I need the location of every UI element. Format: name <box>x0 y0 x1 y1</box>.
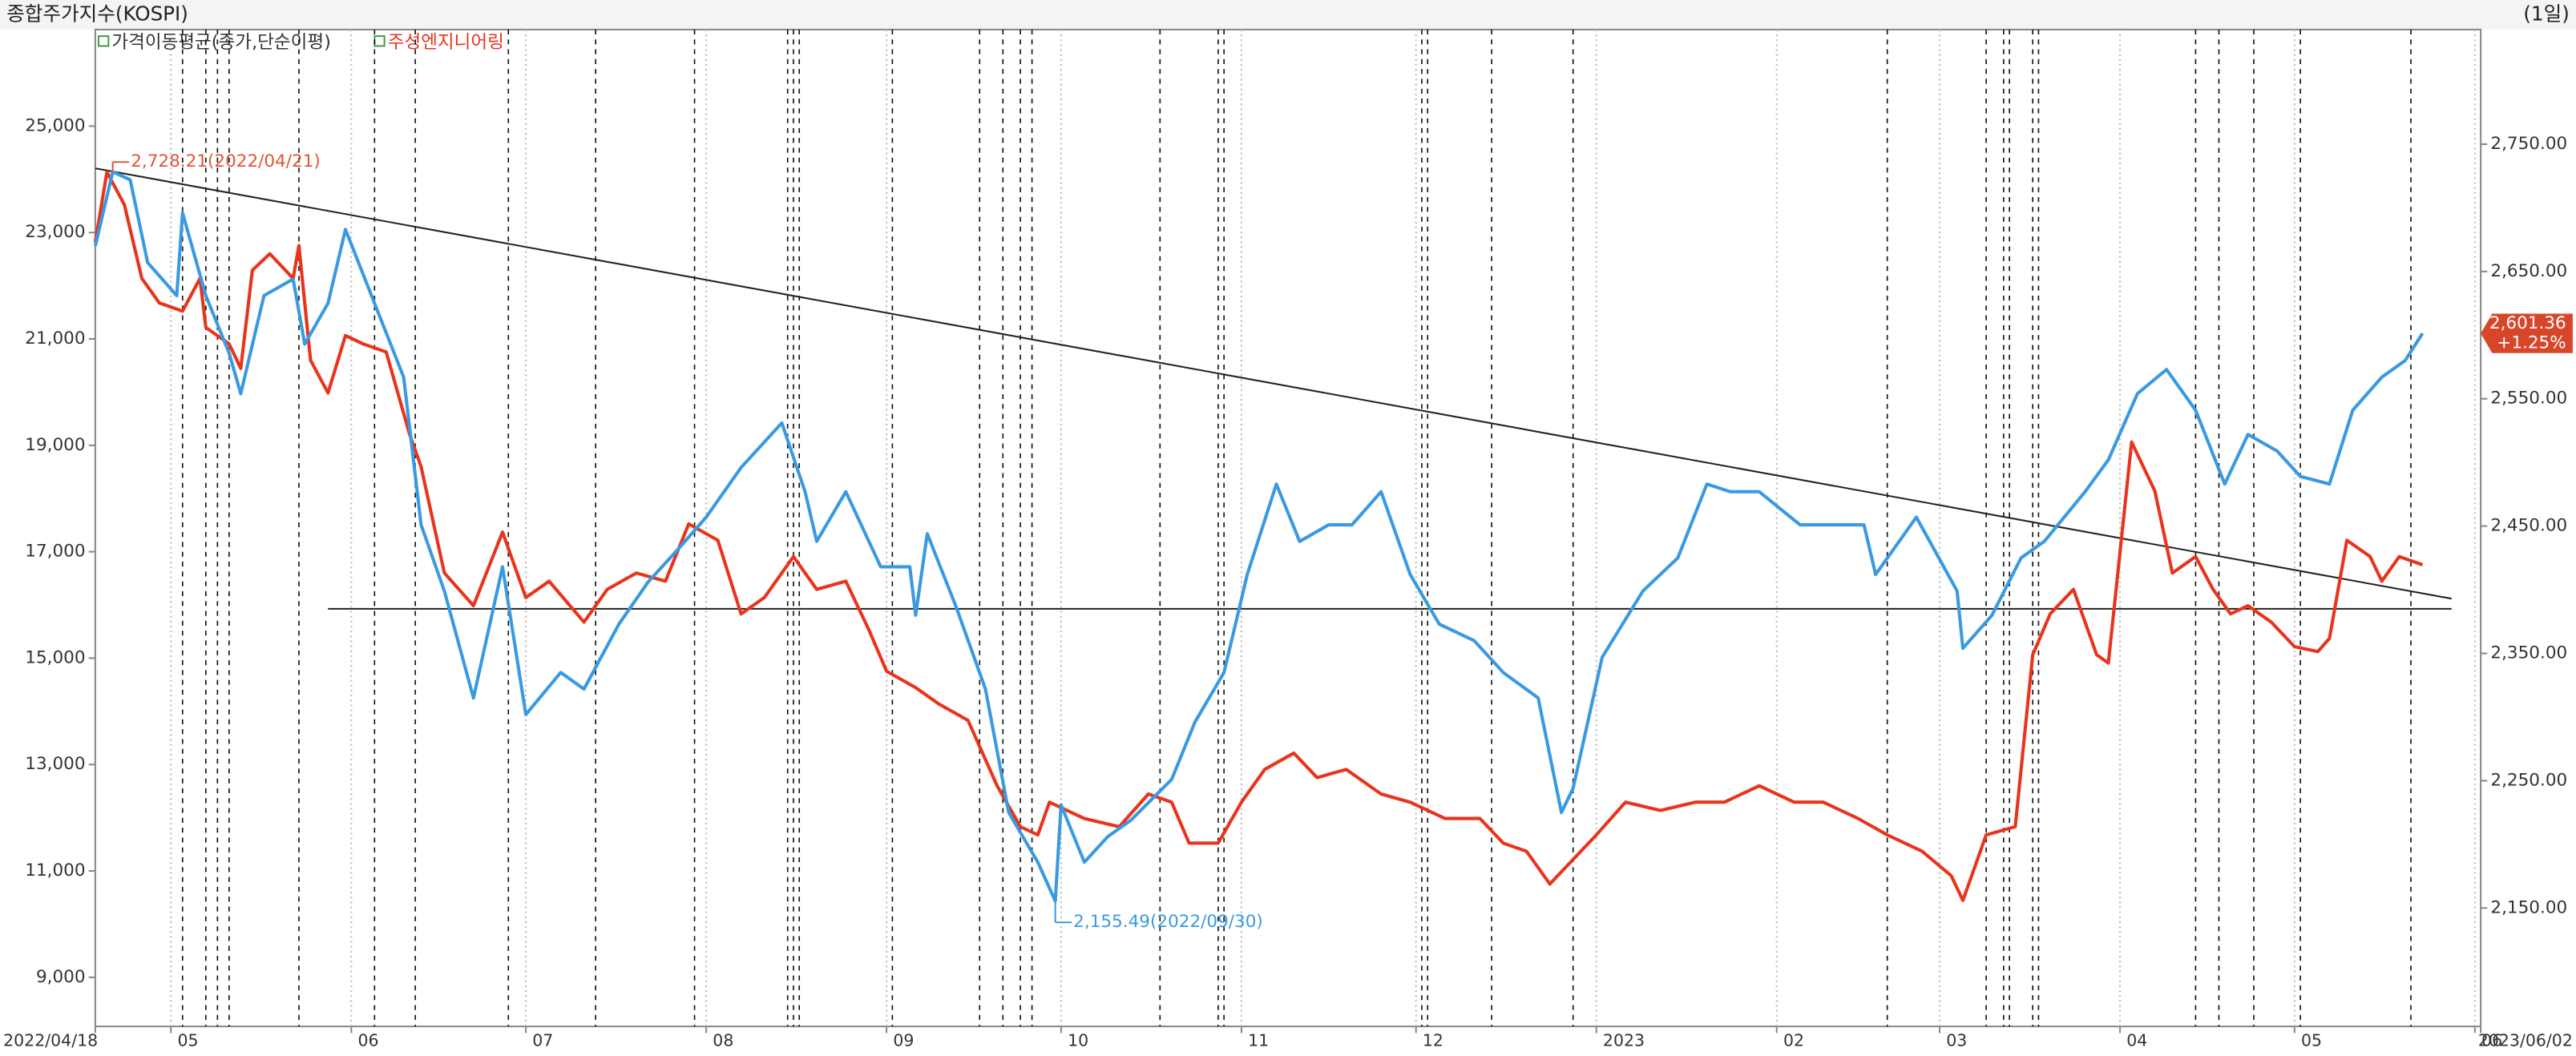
y-tick-label: 19,000 <box>25 435 85 455</box>
x-tick-label: 11 <box>1248 1031 1269 1050</box>
y2-tick-label: 2,250.00 <box>2490 770 2567 790</box>
series-line <box>93 170 2424 902</box>
annotation: 2,728.21(2022/04/21) <box>131 151 321 171</box>
y2-tick-label: 2,750.00 <box>2490 134 2567 154</box>
x-tick-label: 10 <box>1068 1031 1088 1050</box>
y2-tick-label: 2,450.00 <box>2490 516 2567 536</box>
current-change: +1.25% <box>2497 333 2566 353</box>
y-tick-label: 11,000 <box>25 861 85 881</box>
x-tick-label: 08 <box>713 1031 733 1050</box>
y-tick-label: 9,000 <box>36 967 86 987</box>
legend-entry: 주성엔지니어링 <box>388 32 504 53</box>
legend-indicator: 가격이동평균(종가,단순이평) <box>111 32 331 53</box>
current-tag <box>2481 313 2573 353</box>
y-tick-label: 15,000 <box>25 647 85 667</box>
y-tick-label: 13,000 <box>25 754 85 774</box>
y-tick-label: 25,000 <box>25 115 85 135</box>
x-tick-label: 2022/04/18 <box>3 1031 98 1050</box>
x-tick-label: 2023 <box>1603 1031 1645 1050</box>
x-tick-label: 07 <box>532 1031 553 1050</box>
x-tick-label: 2023/06/02 <box>2478 1031 2573 1050</box>
chart-title: 종합주가지수(KOSPI) <box>6 2 188 25</box>
series-line <box>93 170 2425 903</box>
x-tick-label: 03 <box>1946 1031 1967 1050</box>
header-bar <box>0 0 2576 30</box>
annotation: 2,155.49(2022/09/30) <box>1073 912 1263 932</box>
legend-checkbox[interactable] <box>97 35 110 47</box>
period-label: (1일) <box>2523 2 2569 25</box>
y-tick-label: 17,000 <box>25 542 85 562</box>
x-tick-label: 02 <box>1783 1031 1804 1050</box>
y-tick-label: 23,000 <box>25 222 85 242</box>
y2-tick-label: 2,150.00 <box>2490 897 2567 917</box>
x-tick-label: 05 <box>177 1031 198 1050</box>
x-tick-label: 04 <box>2126 1031 2147 1050</box>
current-price: 2,601.36 <box>2489 313 2566 333</box>
x-tick-label: 12 <box>1423 1031 1443 1050</box>
trend-line <box>95 167 2453 600</box>
plot-frame <box>94 28 2482 1028</box>
x-tick-label: 05 <box>2301 1031 2322 1050</box>
y-tick-label: 21,000 <box>25 328 85 349</box>
y2-tick-label: 2,650.00 <box>2490 261 2567 281</box>
x-tick-label: 06 <box>357 1031 378 1050</box>
y2-tick-label: 2,350.00 <box>2490 643 2567 663</box>
y2-tick-label: 2,550.00 <box>2490 389 2567 409</box>
x-tick-label: 06 <box>2481 1031 2502 1050</box>
x-tick-label: 09 <box>893 1031 914 1050</box>
